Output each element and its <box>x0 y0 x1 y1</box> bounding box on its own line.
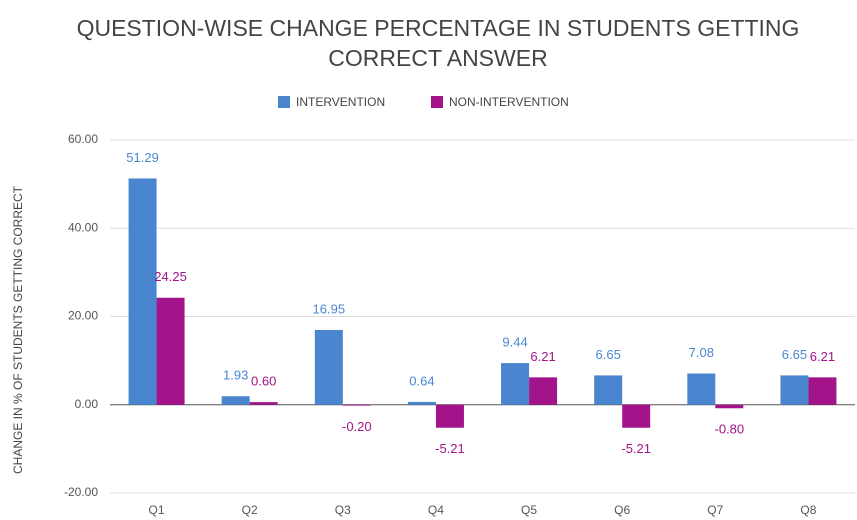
x-tick-label: Q7 <box>707 503 723 517</box>
bar <box>622 404 651 428</box>
data-label: 24.25 <box>154 269 187 284</box>
bar <box>594 375 623 405</box>
y-tick-label: -20.00 <box>64 485 98 499</box>
x-tick-label: Q4 <box>428 503 444 517</box>
data-label: -0.80 <box>714 422 744 437</box>
bar <box>221 396 250 405</box>
legend-swatch <box>278 96 290 108</box>
x-tick-label: Q5 <box>521 503 537 517</box>
x-tick-label: Q3 <box>335 503 351 517</box>
bar <box>314 329 343 405</box>
bar <box>687 373 716 405</box>
data-label: 51.29 <box>126 150 159 165</box>
y-tick-label: 20.00 <box>68 309 98 323</box>
bar <box>156 297 185 405</box>
bar <box>808 377 837 405</box>
data-label: -5.21 <box>435 441 465 456</box>
bar <box>128 178 157 405</box>
data-label: 16.95 <box>313 301 346 316</box>
data-label: -0.20 <box>342 419 372 434</box>
legend-label: NON-INTERVENTION <box>449 95 569 109</box>
chart-title: CORRECT ANSWER <box>328 45 547 71</box>
x-tick-label: Q8 <box>800 503 816 517</box>
y-tick-label: 0.00 <box>75 397 99 411</box>
bar <box>407 401 436 405</box>
chart-title: QUESTION-WISE CHANGE PERCENTAGE IN STUDE… <box>77 15 800 41</box>
data-label: 6.65 <box>782 347 807 362</box>
bar <box>249 402 278 405</box>
data-label: 0.64 <box>409 373 434 388</box>
y-tick-label: 60.00 <box>68 132 98 146</box>
data-label: 1.93 <box>223 368 248 383</box>
data-label: 9.44 <box>502 335 527 350</box>
data-label: 7.08 <box>689 345 714 360</box>
bar <box>715 404 744 409</box>
y-axis-label: CHANGE IN % OF STUDENTS GETTING CORRECT <box>11 185 25 474</box>
x-tick-label: Q1 <box>149 503 165 517</box>
legend-swatch <box>431 96 443 108</box>
bar <box>780 375 809 405</box>
y-tick-label: 40.00 <box>68 220 98 234</box>
bar <box>342 404 371 406</box>
data-label: 6.21 <box>530 349 555 364</box>
data-label: -5.21 <box>621 441 651 456</box>
x-tick-label: Q6 <box>614 503 630 517</box>
bar <box>435 404 464 428</box>
legend-label: INTERVENTION <box>296 95 385 109</box>
data-label: 6.21 <box>810 349 835 364</box>
data-label: 6.65 <box>596 347 621 362</box>
data-label: 0.60 <box>251 374 276 389</box>
bar <box>501 363 530 405</box>
x-tick-label: Q2 <box>242 503 258 517</box>
bar <box>529 377 558 405</box>
